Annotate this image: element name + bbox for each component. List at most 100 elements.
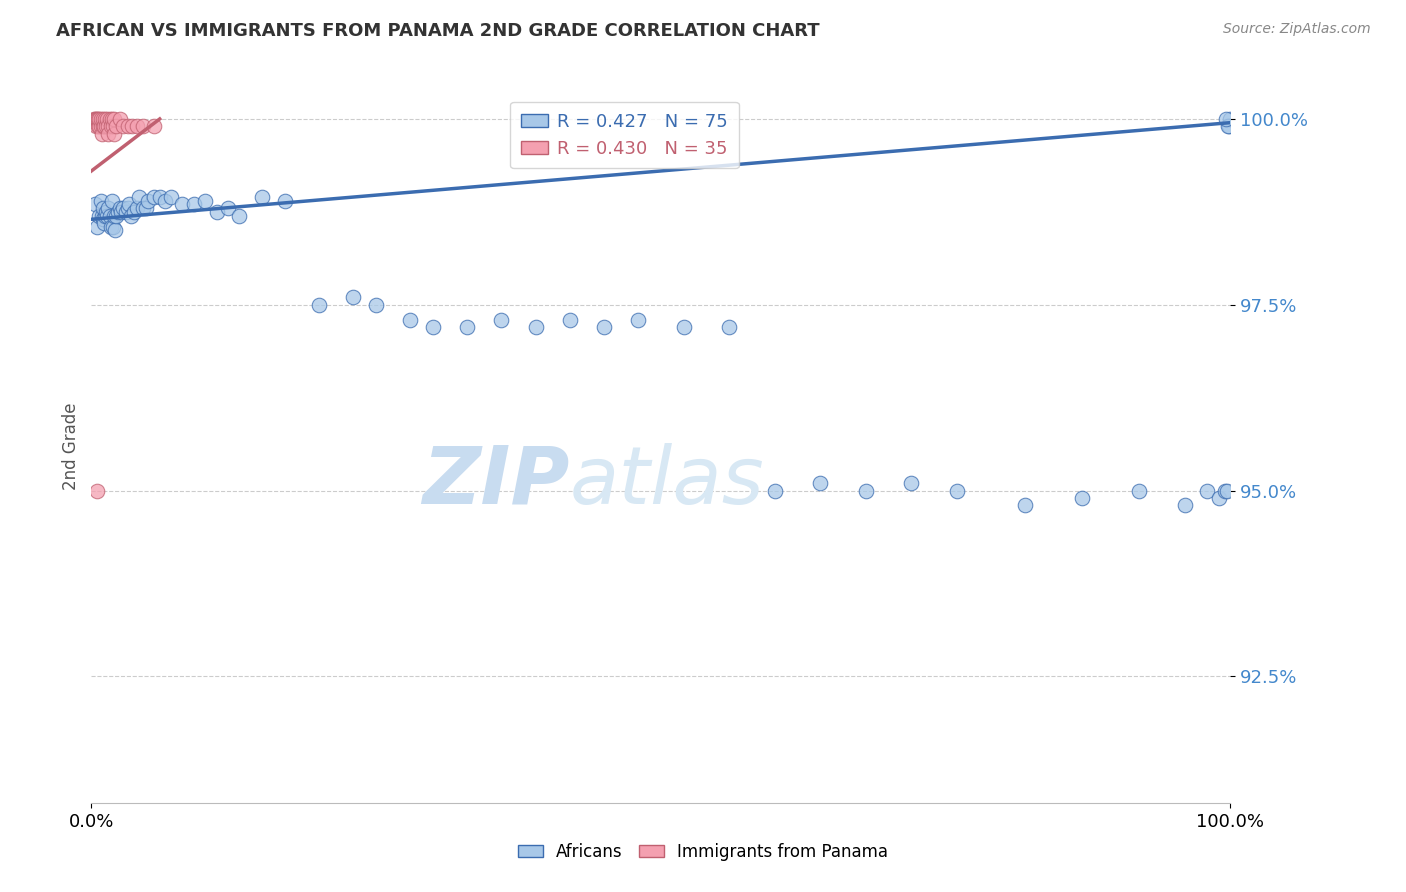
Point (107, 204, 129, 219)
Point (672, 320, 695, 334)
Point (274, 194, 297, 208)
Point (83, 112, 105, 126)
Point (101, 120, 124, 134)
Point (900, 476, 922, 491)
Point (101, 112, 124, 126)
Point (1128, 483, 1150, 498)
Point (112, 201, 135, 215)
Point (100, 219, 122, 234)
Point (91, 212, 114, 227)
Point (91, 120, 114, 134)
Point (122, 204, 145, 219)
Point (90, 127, 112, 141)
Point (205, 204, 228, 219)
Point (100, 120, 122, 134)
Point (855, 483, 877, 498)
Point (1216, 120, 1239, 134)
Point (183, 197, 205, 211)
Text: AFRICAN VS IMMIGRANTS FROM PANAMA 2ND GRADE CORRELATION CHART: AFRICAN VS IMMIGRANTS FROM PANAMA 2ND GR… (56, 22, 820, 40)
Point (93, 216, 115, 230)
Point (125, 201, 148, 215)
Point (117, 201, 139, 215)
Point (1197, 483, 1219, 498)
Point (97, 127, 120, 141)
Point (138, 194, 160, 208)
Point (89, 120, 111, 134)
Point (94, 209, 117, 223)
Point (112, 120, 135, 134)
Text: ZIP: ZIP (422, 442, 569, 521)
Point (808, 476, 831, 491)
Point (97, 120, 120, 134)
Point (103, 127, 125, 141)
Point (87, 120, 110, 134)
Point (422, 320, 444, 334)
Point (89, 194, 111, 208)
Point (364, 298, 387, 312)
Point (83, 112, 105, 126)
Point (250, 190, 273, 204)
Point (114, 204, 136, 219)
Point (105, 120, 128, 134)
Point (121, 120, 143, 134)
Point (90, 209, 112, 223)
Point (86, 483, 108, 498)
Point (103, 209, 125, 223)
Point (342, 290, 364, 304)
Point (86, 219, 108, 234)
Point (101, 194, 124, 208)
Point (83, 197, 105, 211)
Point (89, 209, 111, 223)
Point (118, 197, 141, 211)
Point (1215, 112, 1237, 126)
Point (131, 201, 153, 215)
Point (1174, 499, 1197, 513)
Point (117, 120, 139, 134)
Point (89, 112, 111, 126)
Y-axis label: 2nd Grade: 2nd Grade (62, 402, 80, 490)
Point (143, 120, 166, 134)
Point (97, 201, 120, 215)
Text: atlas: atlas (569, 442, 765, 521)
Point (93, 120, 115, 134)
Point (98, 112, 121, 126)
Point (120, 209, 142, 223)
Point (558, 312, 581, 326)
Point (524, 320, 547, 334)
Point (155, 194, 177, 208)
Point (194, 194, 217, 208)
Point (172, 197, 194, 211)
Point (228, 209, 250, 223)
Point (1208, 491, 1230, 505)
Point (89, 112, 111, 126)
Point (84, 120, 107, 134)
Text: Source: ZipAtlas.com: Source: ZipAtlas.com (1223, 22, 1371, 37)
Point (718, 320, 741, 334)
Legend: R = 0.427   N = 75, R = 0.430   N = 35: R = 0.427 N = 75, R = 0.430 N = 35 (510, 102, 740, 169)
Point (125, 120, 148, 134)
Point (1071, 491, 1094, 505)
Legend: Africans, Immigrants from Panama: Africans, Immigrants from Panama (510, 837, 896, 868)
Point (105, 209, 128, 223)
Point (110, 204, 132, 219)
Point (217, 201, 239, 215)
Point (96, 209, 118, 223)
Point (131, 120, 153, 134)
Point (96, 120, 118, 134)
Point (86, 112, 108, 126)
Point (87, 112, 110, 126)
Point (491, 312, 513, 326)
Point (143, 190, 166, 204)
Point (108, 201, 131, 215)
Point (94, 112, 117, 126)
Point (104, 223, 127, 237)
Point (1216, 483, 1239, 498)
Point (91, 201, 114, 215)
Point (456, 320, 478, 334)
Point (101, 219, 124, 234)
Point (128, 190, 150, 204)
Point (399, 312, 422, 326)
Point (91, 112, 114, 126)
Point (84, 112, 107, 126)
Point (593, 320, 616, 334)
